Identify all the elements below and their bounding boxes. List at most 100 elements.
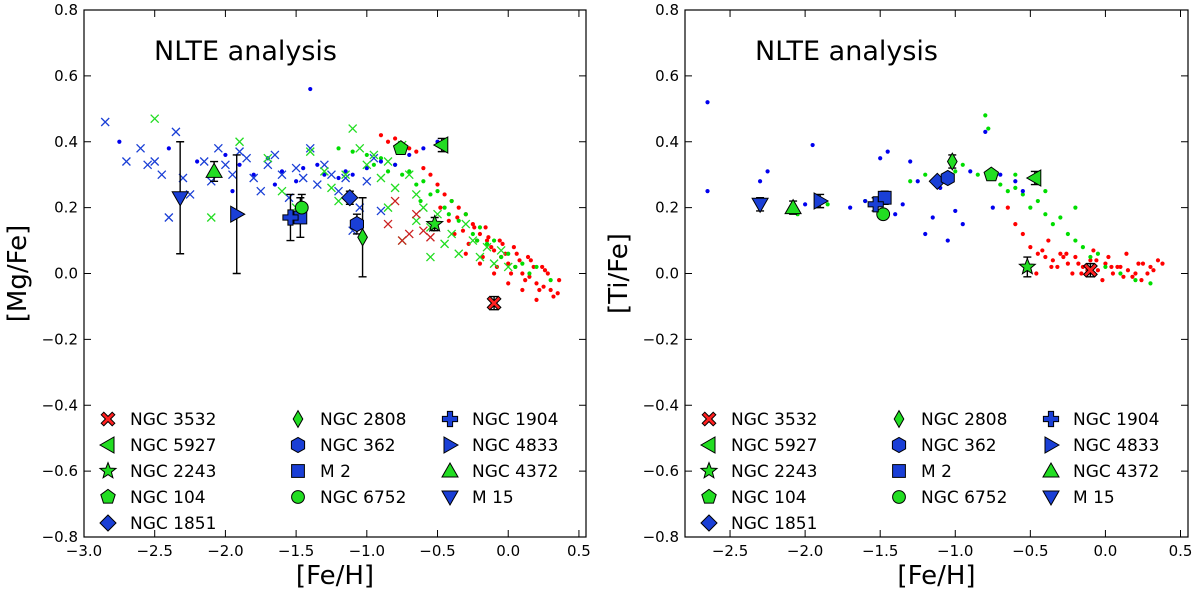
mg-fe-green-field-stars-point	[491, 238, 497, 243]
mg-fe-green-field-stars-point	[534, 264, 539, 270]
mg-fe-legend-ngc-2808-marker	[292, 409, 304, 429]
ti-fe-ngc-4372-marker	[784, 198, 802, 215]
ti-fe-x-tick-label: −1.5	[862, 542, 898, 560]
mg-fe-y-tick-label: −0.4	[42, 396, 78, 414]
mg-fe-x-tick-label: −2.0	[207, 542, 243, 560]
mg-fe-y-tick-label: 0.6	[54, 67, 78, 85]
ti-fe-blue-field-stars-point	[983, 129, 988, 134]
ti-fe-legend-ngc-362-label: NGC 362	[921, 436, 997, 456]
ti-fe-ngc-362-marker	[940, 169, 955, 187]
mg-fe-legend: NGC 3532 NGC 5927 NGC 2243 NGC 104 NGC 1851 N…	[98, 409, 558, 534]
mg-fe-green-cross-stars-point	[461, 219, 471, 229]
ti-fe-red-field-stars-point	[1061, 254, 1066, 260]
mg-fe-legend-ngc-5927-label: NGC 5927	[130, 436, 216, 456]
ti-fe-legend-ngc-2808-marker	[893, 409, 905, 429]
mg-fe-red-field-stars-point	[534, 281, 539, 286]
ti-fe-blue-field-stars-point	[757, 179, 763, 184]
ti-fe-blue-field-stars-point	[803, 202, 808, 207]
mg-fe-green-cross-stars-point	[383, 203, 393, 213]
mg-fe-red-field-stars-point	[407, 146, 412, 151]
mg-fe-legend-ngc-104-marker	[100, 488, 116, 504]
mg-fe-green-field-stars-point	[470, 231, 475, 237]
ti-fe-red-field-stars-point	[1055, 264, 1060, 270]
mg-fe-green-cross-stars-point	[369, 150, 379, 160]
mg-fe-blue-field-stars-point	[223, 152, 228, 158]
mg-fe-green-field-stars-point	[520, 261, 525, 266]
ti-fe-ngc-2808-marker	[946, 152, 958, 171]
mg-fe-red-field-stars-point	[514, 251, 519, 256]
ti-fe-ngc-6752-marker	[876, 207, 891, 222]
mg-fe-blue-cross-stars-point	[143, 160, 153, 170]
mg-fe-red-field-stars-point	[534, 297, 539, 302]
ti-fe-legend-ngc-1904-marker	[1042, 410, 1060, 428]
ti-fe-blue-field-stars-point	[998, 172, 1003, 177]
mg-fe-green-field-stars-point	[371, 162, 376, 167]
mg-fe-green-cross-stars-point	[376, 173, 386, 183]
ti-fe-blue-field-stars-point	[810, 142, 815, 148]
ti-fe-green-field-stars-point	[953, 169, 958, 174]
mg-fe-legend-ngc-362-label: NGC 362	[320, 436, 396, 456]
mg-fe-green-field-stars-point	[435, 189, 440, 194]
ti-fe-red-field-stars-point	[1050, 258, 1055, 263]
mg-fe-red-field-stars-point	[455, 215, 460, 220]
mg-fe-blue-field-stars-point	[336, 175, 341, 181]
mg-fe-legend-ngc-4372-marker	[441, 461, 459, 478]
mg-fe-blue-cross-stars-point	[171, 127, 181, 137]
ti-fe-blue-field-stars-point	[945, 238, 950, 243]
ti-fe-red-field-stars-point	[1070, 271, 1075, 276]
mg-fe-blue-cross-stars-point	[228, 170, 237, 180]
ti-fe-ngc-4833-marker	[813, 192, 830, 210]
ti-fe-legend-ngc-2808-label: NGC 2808	[921, 410, 1007, 430]
mg-fe-red-field-stars-point	[551, 294, 556, 299]
ti-fe-blue-field-stars-point	[1013, 179, 1018, 184]
ti-fe-red-field-stars-point	[1094, 258, 1099, 263]
ti-fe-legend-m-15-label: M 15	[1073, 488, 1115, 508]
ti-fe-blue-field-stars	[705, 100, 1025, 243]
mg-fe-legend-ngc-6752-label: NGC 6752	[320, 488, 406, 508]
mg-fe-red-field-stars-point	[378, 133, 384, 138]
ti-fe-red-field-stars-point	[1073, 254, 1078, 260]
mg-fe-blue-cross-stars-point	[121, 157, 131, 166]
mg-fe-y-tick-label: −0.6	[42, 462, 78, 480]
ti-fe-red-field-stars-point	[1133, 271, 1138, 276]
ti-fe-red-field-stars-point	[1064, 251, 1069, 256]
mg-fe-green-field-stars-point	[484, 241, 490, 246]
mg-fe-y-tick-label: −0.8	[42, 528, 78, 546]
ti-fe-green-field-stars-point	[1088, 254, 1093, 260]
mg-fe-red-field-stars-point	[520, 271, 525, 276]
ti-fe-red-field-stars-point	[1125, 268, 1131, 273]
mg-fe-red-field-stars-point	[466, 241, 471, 246]
mg-fe-x-tick-label: −1.0	[349, 542, 385, 560]
ti-fe-green-field-stars-point	[1028, 205, 1033, 210]
ti-fe-red-field-stars-point	[1106, 254, 1111, 260]
ti-fe-red-field-stars-point	[1079, 271, 1084, 276]
mg-fe-blue-cross-stars-point	[263, 160, 273, 170]
mg-fe-panel: −3.0 −2.5 −2.0 −1.5 −1.0 −0.5 0.0 0.5 −0.8 −0.6 −0…	[3, 1, 591, 591]
ti-fe-green-field-stars-point	[998, 182, 1003, 187]
mg-fe-ngc-4372-marker	[205, 162, 223, 178]
ti-fe-ngc-1904-marker	[867, 196, 884, 213]
mg-fe-legend-ngc-4372-label: NGC 4372	[472, 462, 558, 482]
mg-fe-green-cross-stars-point	[327, 183, 336, 193]
mg-fe-red-field-stars-point	[477, 231, 483, 237]
mg-fe-red-field-stars-point	[542, 268, 548, 273]
mg-fe-green-cross-stars-point	[206, 213, 216, 222]
mg-fe-ngc-2243-marker	[425, 214, 445, 233]
mg-fe-green-cross-stars-point	[496, 245, 506, 255]
mg-fe-green-field-stars-point	[428, 192, 433, 197]
mg-fe-red-field-stars-point	[548, 287, 553, 293]
ti-fe-data-layer	[705, 100, 1165, 286]
mg-fe-blue-cross-stars-point	[220, 160, 230, 170]
mg-fe-green-cross-stars-point	[454, 249, 464, 259]
mg-fe-green-cross-stars-point	[383, 157, 393, 166]
mg-fe-red-field-stars-point	[463, 251, 468, 256]
mg-fe-green-field-stars-point	[336, 146, 341, 151]
ti-fe-blue-field-stars-point	[1020, 189, 1025, 194]
ti-fe-blue-field-stars-point	[878, 156, 883, 161]
ti-fe-blue-field-stars-point	[765, 169, 770, 174]
mg-fe-green-cross-stars-point	[411, 216, 421, 226]
mg-fe-blue-field-stars-point	[251, 172, 256, 177]
ti-fe-legend-m-2-label: M 2	[921, 462, 952, 482]
mg-fe-x-tick-label: −3.0	[66, 542, 102, 560]
